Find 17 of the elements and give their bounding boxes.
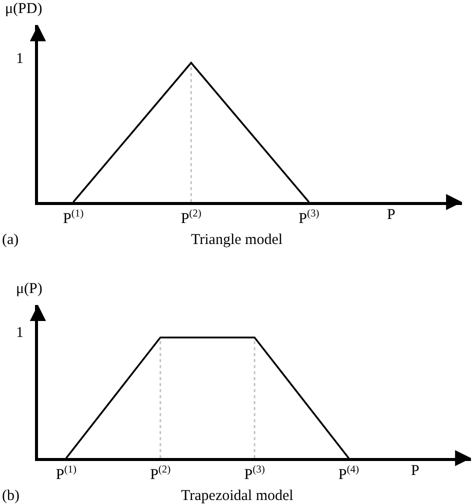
text: (b): [2, 488, 20, 504]
x-axis-title: P: [387, 207, 396, 223]
y-axis-title: μ(P): [16, 281, 42, 297]
x-tick-label: P$^{(3)}$: [244, 464, 266, 484]
text: Trapezoidal model: [181, 488, 294, 504]
text: 1: [16, 325, 24, 341]
y-axis-title: μ(PD): [5, 1, 42, 17]
text: Triangle model: [191, 232, 283, 248]
x-tick-label: P$^{(3)}$: [298, 208, 320, 228]
x-tick-label: P$^{(4)}$: [338, 464, 360, 484]
x-tick-label: P$^{(1)}$: [56, 464, 77, 484]
x-tick-label: P$^{(2)}$: [150, 464, 172, 484]
x-tick-label: P$^{(1)}$: [62, 208, 84, 228]
x-axis-title: P: [411, 463, 420, 479]
text: 1: [16, 51, 24, 67]
text: (a): [2, 232, 19, 248]
x-tick-label: P$^{(2)}$: [180, 208, 202, 228]
